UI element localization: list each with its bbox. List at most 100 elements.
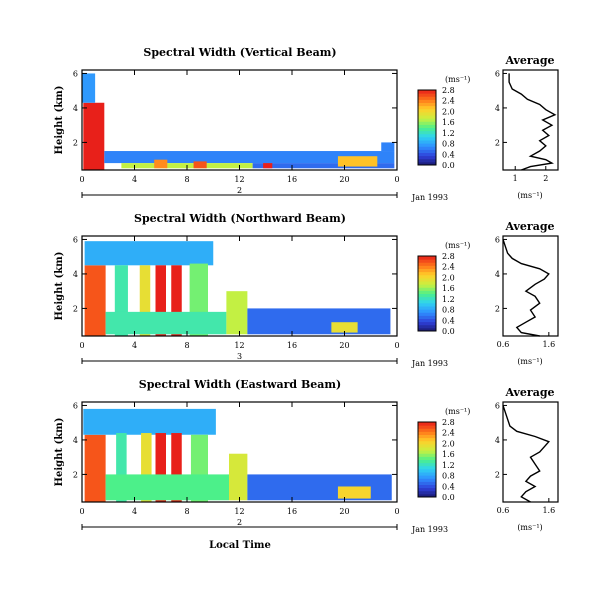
data-cell <box>141 433 152 502</box>
profile-x-tick-label: 1 <box>513 174 518 183</box>
profile-y-tick-label: 4 <box>495 436 500 445</box>
colorbar-tick-label: 1.2 <box>442 461 455 470</box>
colorbar-segment <box>418 121 436 125</box>
colorbar-segment <box>418 493 436 498</box>
data-cell <box>252 163 395 169</box>
x-tick-label: 16 <box>287 341 297 350</box>
x-tick-label: 20 <box>339 341 349 350</box>
colorbar-segment <box>418 478 436 482</box>
profile-y-tick-label: 6 <box>495 401 500 410</box>
profile-y-tick-label: 4 <box>495 270 500 279</box>
colorbar-unit: (ms⁻¹) <box>445 75 470 84</box>
colorbar-tick-label: 2.4 <box>442 429 455 438</box>
colorbar-tick-label: 0.8 <box>442 306 455 315</box>
x-tick-label: 0 <box>79 507 84 516</box>
colorbar-segment <box>418 447 436 451</box>
x-tick-label: 4 <box>132 507 137 516</box>
data-cell <box>82 73 96 103</box>
date-tick-label: 3 <box>237 352 242 361</box>
x-tick-label: 8 <box>184 175 189 184</box>
colorbar-segment <box>418 146 436 150</box>
colorbar-segment <box>418 490 436 495</box>
colorbar-segment <box>418 265 436 269</box>
colorbar-segment <box>418 428 436 432</box>
colorbar-tick-label: 0.4 <box>442 482 455 491</box>
panel-vertical-beam: Spectral Width (Vertical Beam) Height (k… <box>54 46 559 202</box>
profile-x-tick-label: 1.6 <box>542 506 555 515</box>
colorbar-segment <box>418 115 436 119</box>
colorbar-tick-label: 2.0 <box>442 107 455 116</box>
panel-title: Spectral Width (Eastward Beam) <box>139 378 341 391</box>
profile-x-tick-label: 0.6 <box>497 340 510 349</box>
y-axis-label: Height (km) <box>54 418 65 487</box>
colorbar-segment <box>418 274 436 279</box>
colorbar-segment <box>418 118 436 122</box>
colorbar-tick-label: 2.4 <box>442 263 455 272</box>
colorbar-segment <box>418 127 436 132</box>
x-axis-label: Local Time <box>209 540 271 551</box>
colorbar-tick-label: 2.0 <box>442 273 455 282</box>
colorbar-segment <box>418 96 436 100</box>
colorbar-segment <box>418 437 436 442</box>
data-cell <box>337 486 371 499</box>
x-tick-label: 12 <box>234 341 244 350</box>
colorbar-segment <box>418 459 436 464</box>
colorbar-segment <box>418 312 436 316</box>
colorbar-segment <box>418 284 436 288</box>
x-tick-label: 0 <box>79 175 84 184</box>
date-tick-label: 2 <box>237 186 242 195</box>
colorbar-segment <box>418 465 436 470</box>
average-profile: 1 2 2 4 6 <box>495 69 559 183</box>
colorbar-segment <box>418 111 436 116</box>
y-tick-label: 4 <box>73 436 78 445</box>
x-tick-label: 12 <box>234 175 244 184</box>
colorbar-segment <box>418 262 436 266</box>
colorbar-tick-label: 0.0 <box>442 493 455 502</box>
average-profile-line <box>508 73 557 171</box>
date-tick-label: 2 <box>237 518 242 527</box>
x-tick-label: 8 <box>184 341 189 350</box>
profile-x-tick-label: 0.6 <box>497 506 510 515</box>
data-cell <box>263 163 273 169</box>
date-label: Jan 1993 <box>411 193 448 202</box>
data-cell <box>229 453 248 501</box>
profile-x-tick-label: 2 <box>543 174 548 183</box>
average-profile: 0.6 1.6 2 4 6 <box>495 235 559 349</box>
colorbar-segment <box>418 136 436 141</box>
colorbar-segment <box>418 450 436 454</box>
colorbar-segment <box>418 422 436 426</box>
colorbar-segment <box>418 306 436 310</box>
colorbar-segment <box>418 472 436 476</box>
y-tick-label: 2 <box>73 138 78 147</box>
colorbar-segment <box>418 440 436 445</box>
colorbar-tick-label: 2.0 <box>442 439 455 448</box>
colorbar-segment <box>418 302 436 307</box>
colorbar-segment <box>418 102 436 107</box>
data-cell <box>83 102 105 170</box>
x-tick-label: 0 <box>79 341 84 350</box>
colorbar-segment <box>418 468 436 473</box>
colorbar-tick-label: 2.4 <box>442 97 455 106</box>
data-cell <box>331 322 358 333</box>
colorbar-segment <box>418 434 436 439</box>
profile-y-tick-label: 2 <box>495 470 500 479</box>
panel-eastward-beam: Spectral Width (Eastward Beam) Height (k… <box>54 378 559 551</box>
colorbar-segment <box>418 456 436 460</box>
data-cell <box>105 311 227 335</box>
data-cell <box>155 265 166 336</box>
x-tick-label: 16 <box>287 175 297 184</box>
colorbar-segment <box>418 453 436 457</box>
colorbar-tick-label: 0.8 <box>442 472 455 481</box>
colorbar-segment <box>418 140 436 144</box>
colorbar-segment <box>418 296 436 301</box>
colorbar-segment <box>418 90 436 94</box>
y-tick-label: 4 <box>73 270 78 279</box>
data-cell <box>381 142 395 152</box>
x-tick-label: 12 <box>234 507 244 516</box>
heatmap-plot: 0 4 8 12 16 20 0 2 4 6 3 <box>73 235 400 364</box>
data-cell <box>139 265 151 336</box>
profile-title: Average <box>504 220 554 233</box>
colorbar-segment <box>418 299 436 304</box>
data-cell <box>105 474 229 501</box>
